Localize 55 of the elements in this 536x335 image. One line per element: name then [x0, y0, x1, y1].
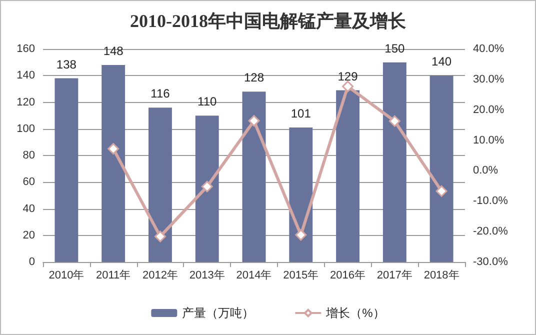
bar: [430, 76, 454, 262]
point: [248, 115, 260, 127]
data-label: 128: [244, 70, 264, 85]
data-label: 101: [290, 106, 312, 121]
y2-tick-label: 30.0%: [473, 73, 504, 86]
bar: [289, 128, 313, 262]
data-label: 110: [198, 94, 217, 109]
y-tick-label: 0: [28, 256, 35, 268]
x-tick-label: 2014年: [236, 270, 272, 282]
y-tick-label: 160: [16, 43, 35, 55]
y2-tick-label: 0.0%: [473, 164, 498, 177]
x-tick-label: 2017年: [376, 270, 412, 282]
x-tick-label: 2016年: [330, 270, 366, 282]
data-label: 138: [56, 57, 77, 72]
data-label: 116: [150, 86, 170, 101]
y2-tick-label: -30.0%: [473, 256, 508, 268]
data-label: 129: [338, 69, 358, 84]
bar: [336, 90, 360, 262]
point: [436, 185, 448, 197]
y2-tick-label: -10.0%: [473, 195, 508, 208]
y-tick-label: 60: [22, 176, 35, 188]
y-tick-label: 100: [16, 122, 35, 135]
point: [295, 229, 307, 241]
y-tick-label: 40: [22, 202, 35, 215]
bar: [102, 64, 126, 262]
point: [201, 180, 213, 192]
y2-tick-label: 20.0%: [473, 104, 504, 116]
y2-tick-label: 10.0%: [473, 134, 504, 146]
point: [108, 143, 120, 155]
y-tick-label: 120: [16, 96, 35, 108]
x-tick-label: 2015年: [283, 270, 319, 282]
data-label: 140: [432, 54, 452, 69]
y2-tick-label: 40.0%: [473, 43, 504, 55]
point: [342, 80, 354, 92]
x-tick-label: 2013年: [189, 270, 225, 282]
chart-title: 2010-2018年中国电解锰产量及增长: [130, 11, 407, 31]
y-tick-label: 140: [16, 70, 35, 82]
y-tick-label: 80: [22, 150, 35, 162]
bar: [195, 116, 219, 262]
data-label: 148: [103, 44, 124, 58]
x-tick-label: 2018年: [424, 270, 460, 282]
point: [154, 230, 166, 242]
x-tick-label: 2012年: [142, 270, 178, 282]
y-tick-label: 20: [22, 229, 35, 242]
x-tick-label: 2011年: [96, 270, 131, 282]
data-label: 150: [384, 41, 405, 56]
legend-label: 增长（%）: [325, 306, 385, 320]
bar: [54, 78, 78, 262]
bar: [382, 62, 406, 262]
bar: [242, 92, 266, 262]
y2-tick-label: -20.0%: [473, 226, 508, 238]
x-tick-label: 2010年: [48, 270, 84, 282]
bar: [148, 108, 172, 262]
legend-label: 产量（万吨）: [182, 306, 254, 320]
point: [388, 115, 400, 127]
